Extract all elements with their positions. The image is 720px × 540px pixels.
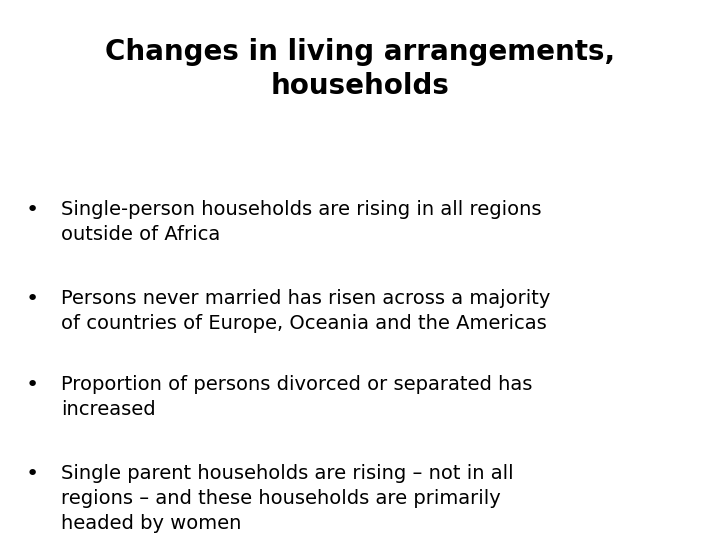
Text: Single-person households are rising in all regions
outside of Africa: Single-person households are rising in a… (61, 200, 541, 244)
Text: •: • (26, 200, 39, 220)
Text: Single parent households are rising – not in all
regions – and these households : Single parent households are rising – no… (61, 464, 514, 534)
Text: Persons never married has risen across a majority
of countries of Europe, Oceani: Persons never married has risen across a… (61, 289, 551, 333)
Text: •: • (26, 464, 39, 484)
Text: •: • (26, 289, 39, 309)
Text: Proportion of persons divorced or separated has
increased: Proportion of persons divorced or separa… (61, 375, 533, 419)
Text: Changes in living arrangements,
households: Changes in living arrangements, househol… (105, 38, 615, 100)
Text: •: • (26, 375, 39, 395)
